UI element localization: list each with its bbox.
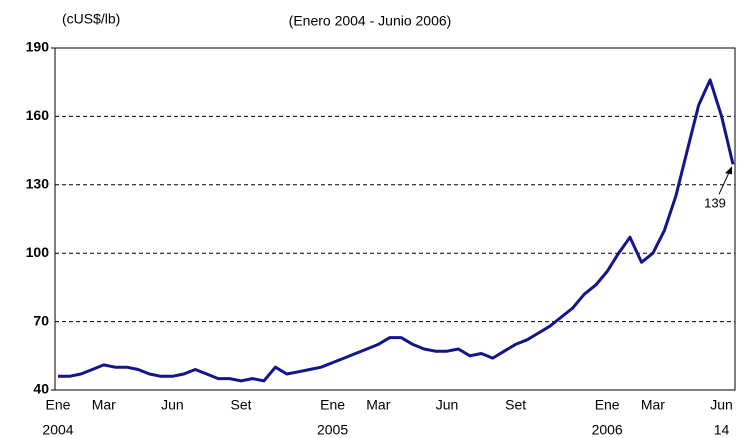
price-line (58, 78, 735, 383)
x-year-label: 14 (714, 422, 730, 438)
x-tick-label: Set (505, 397, 526, 413)
x-year-label: 2006 (592, 422, 623, 438)
chart-subtitle: (Enero 2004 - Junio 2006) (289, 13, 452, 29)
x-tick-label: Jun (161, 397, 184, 413)
y-tick-label: 130 (26, 176, 50, 192)
y-tick-label: 40 (33, 381, 49, 397)
x-year-label: 2005 (317, 422, 348, 438)
y-tick-label: 100 (26, 244, 50, 260)
x-year-label: 2004 (42, 422, 73, 438)
x-tick-label: Ene (595, 397, 620, 413)
y-tick-label: 70 (33, 312, 49, 328)
x-tick-label: Ene (46, 397, 71, 413)
y-tick-label: 190 (26, 39, 50, 55)
x-tick-label: Set (231, 397, 252, 413)
y-tick-label: 160 (26, 107, 50, 123)
annotation-arrowhead (725, 166, 732, 175)
x-tick-label: Jun (710, 397, 733, 413)
y-axis-label: (cUS$/lb) (62, 11, 120, 27)
x-tick-label: Mar (92, 397, 116, 413)
plot-frame (54, 47, 736, 391)
x-tick-label: Ene (320, 397, 345, 413)
x-tick-label: Mar (641, 397, 665, 413)
x-tick-label: Mar (366, 397, 390, 413)
annotation: 139 (704, 196, 726, 211)
x-tick-label: Jun (436, 397, 459, 413)
